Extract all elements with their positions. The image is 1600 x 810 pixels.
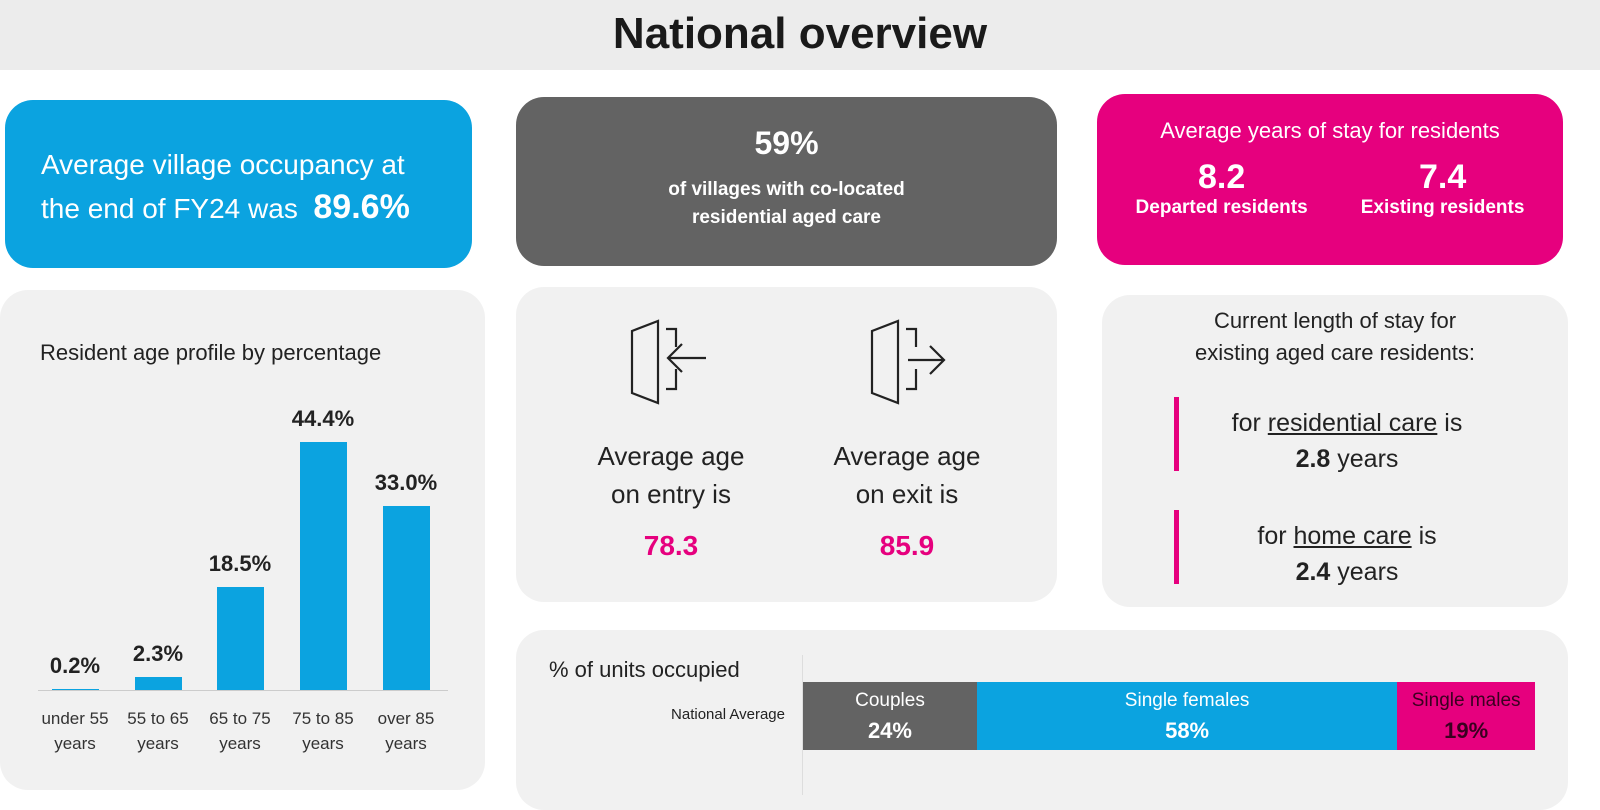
colocated-line1: of villages with co-located <box>668 179 905 200</box>
bar-value-label: 33.0% <box>374 469 438 495</box>
existing-value: 7.4 <box>1418 158 1467 196</box>
aged-care-title1: Current length of stay for <box>1213 308 1457 333</box>
age-chart-title: Resident age profile by percentage <box>40 340 382 365</box>
residential-care-label: residential care <box>1267 409 1438 437</box>
x-tick-line: 65 to 75 <box>209 709 271 728</box>
occupancy-text-2: the end of FY24 was <box>41 193 298 224</box>
res-post: is <box>1437 409 1463 437</box>
segment-value: 58% <box>1165 718 1210 743</box>
bar-value-label: 44.4% <box>291 406 355 431</box>
x-tick-line: years <box>54 734 96 753</box>
age-bar <box>217 586 264 690</box>
segment-value: 19% <box>1444 718 1489 743</box>
aged-care-title2: existing aged care residents: <box>1194 340 1476 365</box>
segment-value: 24% <box>867 718 912 743</box>
aged-care-card: Current length of stay for existing aged… <box>1102 295 1568 607</box>
home-post: is <box>1411 522 1437 550</box>
age-bar <box>300 442 347 690</box>
home-care-value: 2.4 <box>1295 558 1331 586</box>
accent-bar <box>1174 397 1179 471</box>
x-tick-line: 75 to 85 <box>292 709 354 728</box>
chart-axis <box>802 655 803 795</box>
national-average-label: National Average <box>671 706 785 723</box>
door-exit-icon <box>870 319 946 405</box>
entry-value: 78.3 <box>643 530 699 561</box>
x-tick-line: 55 to 65 <box>127 709 189 728</box>
stack-segment: Couples 24% <box>803 682 977 750</box>
age-entry-exit-card: Average age on entry is 78.3 Average age… <box>516 287 1057 602</box>
age-profile-card: Resident age profile by percentage 0.2% u… <box>0 290 485 790</box>
stack-segment: Single males 19% <box>1397 682 1535 750</box>
segment-name: Couples <box>855 690 925 711</box>
stack-segment: Single females 58% <box>976 682 1398 750</box>
x-tick-label: 75 to 85 years <box>278 706 368 756</box>
occupancy-value: 89.6% <box>313 188 410 226</box>
age-bar <box>135 677 182 690</box>
units-chart-title: % of units occupied <box>549 657 740 682</box>
x-tick-line: under 55 <box>41 709 109 728</box>
x-tick-line: years <box>219 734 261 753</box>
colocated-value: 59% <box>754 125 819 161</box>
existing-label: Existing residents <box>1360 197 1525 218</box>
bar-value-label: 2.3% <box>132 641 184 667</box>
home-unit: years <box>1330 558 1399 586</box>
departed-value: 8.2 <box>1197 158 1246 196</box>
age-bar <box>383 505 430 690</box>
segment-name: Single males <box>1411 690 1521 711</box>
x-tick-label: under 55 years <box>30 706 120 756</box>
exit-line1: Average age <box>833 441 981 471</box>
home-pre: for <box>1257 522 1294 550</box>
chart-baseline <box>38 690 448 691</box>
stay-card: Average years of stay for residents 8.2 D… <box>1097 94 1563 265</box>
page-title: National overview <box>0 0 1600 70</box>
age-bar <box>52 688 99 690</box>
x-tick-label: 55 to 65 years <box>113 706 203 756</box>
bar-value-label: 0.2% <box>49 652 101 678</box>
res-pre: for <box>1231 409 1268 437</box>
stay-title: Average years of stay for residents <box>1160 118 1500 143</box>
occupancy-text-1: Average village occupancy at <box>41 149 405 180</box>
colocated-card: 59% of villages with co-located resident… <box>516 97 1057 266</box>
entry-line2: on entry is <box>611 479 731 509</box>
home-care-label: home care <box>1293 522 1412 550</box>
x-tick-label: 65 to 75 years <box>195 706 285 756</box>
x-tick-line: over 85 <box>377 709 435 728</box>
segment-name: Single females <box>1124 690 1250 711</box>
x-tick-line: years <box>302 734 344 753</box>
door-entry-icon <box>630 319 706 405</box>
bar-value-label: 18.5% <box>208 550 272 576</box>
entry-line1: Average age <box>597 441 745 471</box>
x-tick-line: years <box>137 734 179 753</box>
x-tick-label: over 85 years <box>361 706 451 756</box>
exit-line2: on exit is <box>855 479 959 509</box>
occupancy-card: Average village occupancy at the end of … <box>5 100 472 268</box>
colocated-line2: residential aged care <box>691 207 882 228</box>
departed-label: Departed residents <box>1135 197 1308 218</box>
exit-value: 85.9 <box>879 530 935 561</box>
residential-care-value: 2.8 <box>1295 445 1331 473</box>
x-tick-line: years <box>385 734 427 753</box>
res-unit: years <box>1330 445 1399 473</box>
accent-bar <box>1174 510 1179 584</box>
